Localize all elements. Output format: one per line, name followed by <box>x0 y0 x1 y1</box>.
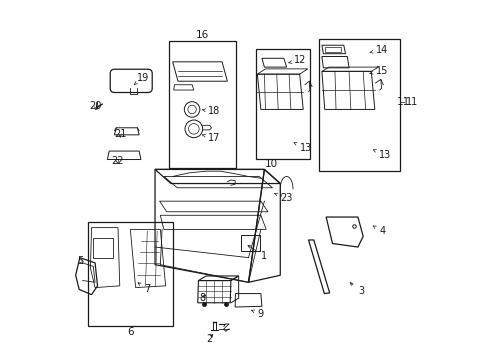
Text: 8: 8 <box>199 293 206 303</box>
Bar <box>88 222 172 327</box>
Bar <box>319 39 400 171</box>
Text: 11: 11 <box>406 98 418 107</box>
Text: 16: 16 <box>196 30 209 40</box>
Text: 21: 21 <box>114 129 126 139</box>
Text: 3: 3 <box>350 283 364 296</box>
Text: 6: 6 <box>127 327 134 337</box>
Text: 13: 13 <box>294 143 312 153</box>
Text: 14: 14 <box>370 45 388 55</box>
Bar <box>241 235 260 251</box>
Text: 15: 15 <box>370 66 388 76</box>
Text: 13: 13 <box>373 150 392 160</box>
Bar <box>256 49 310 159</box>
Bar <box>93 238 113 258</box>
Text: 20: 20 <box>89 101 101 111</box>
Text: 22: 22 <box>111 156 123 166</box>
Text: 11: 11 <box>397 98 411 107</box>
Text: 9: 9 <box>252 309 264 319</box>
Text: 1: 1 <box>248 246 267 261</box>
Text: 7: 7 <box>138 283 151 294</box>
Bar <box>325 47 341 52</box>
Text: 10: 10 <box>265 159 278 169</box>
Text: 5: 5 <box>77 256 84 266</box>
Text: 17: 17 <box>202 133 220 143</box>
Text: 4: 4 <box>373 226 385 236</box>
Text: 12: 12 <box>289 55 307 65</box>
Text: 18: 18 <box>202 106 220 116</box>
Text: 19: 19 <box>134 73 149 84</box>
Text: 23: 23 <box>275 193 293 203</box>
Bar <box>169 41 236 168</box>
Text: 2: 2 <box>206 334 213 344</box>
